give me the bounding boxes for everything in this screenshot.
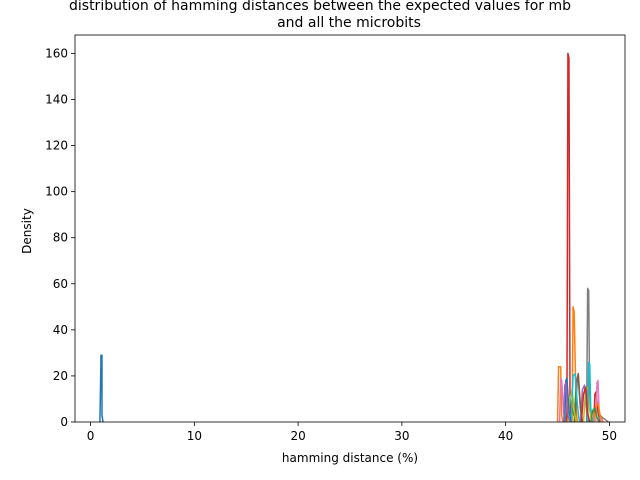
series-line-5	[566, 52, 572, 423]
y-axis: 0 20 40 60 80 100 120 140 160	[45, 46, 75, 429]
y-tick-label-0: 0	[60, 415, 68, 429]
y-tick-label-2: 40	[53, 323, 68, 337]
chart-title-line-1: distribution of hamming distances betwee…	[69, 0, 571, 14]
series-line-17	[564, 377, 572, 423]
series-line-19	[590, 407, 600, 423]
x-axis: 0 10 20 30 40 50	[87, 422, 617, 443]
series-line-12	[597, 414, 609, 423]
x-tick-label-3: 30	[394, 429, 409, 443]
y-axis-label: Density	[20, 208, 34, 254]
series-line-2	[571, 306, 579, 423]
x-axis-label: hamming distance (%)	[282, 451, 418, 465]
y-tick-label-3: 60	[53, 277, 68, 291]
series-line-0	[99, 354, 104, 423]
y-tick-label-5: 100	[45, 185, 68, 199]
y-tick-label-4: 80	[53, 231, 68, 245]
series-line-6	[593, 391, 601, 423]
series-line-16	[570, 372, 581, 423]
x-tick-label-5: 50	[602, 429, 617, 443]
axes-frame	[74, 34, 626, 423]
series-line-20	[580, 386, 591, 423]
plot-area	[99, 52, 609, 423]
y-tick-label-6: 120	[45, 139, 68, 153]
x-tick-label-1: 10	[187, 429, 202, 443]
x-tick-label-2: 20	[290, 429, 305, 443]
series-line-21	[563, 382, 571, 423]
x-tick-label-4: 40	[498, 429, 513, 443]
series-line-1	[556, 365, 564, 423]
y-tick-label-7: 140	[45, 93, 68, 107]
x-tick-label-0: 0	[87, 429, 95, 443]
chart-title-line-2: and all the microbits	[277, 15, 421, 31]
y-tick-label-1: 20	[53, 369, 68, 383]
y-tick-label-8: 160	[45, 46, 68, 60]
series-line-15	[586, 361, 594, 423]
